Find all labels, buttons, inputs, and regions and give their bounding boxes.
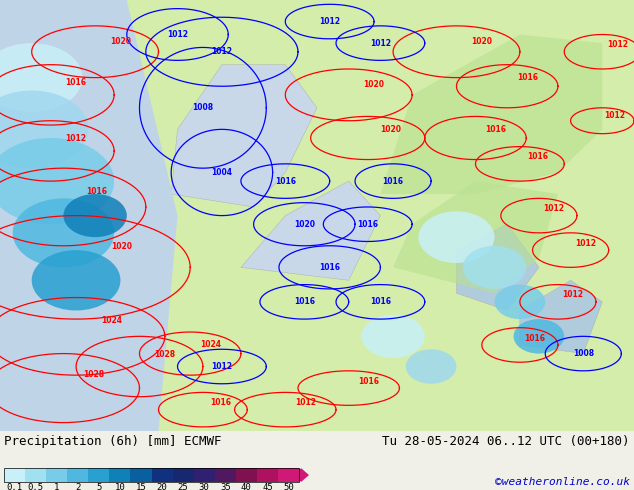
Text: 1016: 1016	[527, 152, 548, 162]
Circle shape	[418, 211, 495, 263]
Bar	[257, 468, 278, 482]
Text: 1016: 1016	[382, 176, 404, 186]
Text: 1012: 1012	[607, 40, 628, 49]
Text: 10: 10	[115, 483, 126, 490]
Bar	[278, 468, 299, 482]
Polygon shape	[456, 224, 539, 311]
Circle shape	[495, 285, 545, 319]
Bar	[172, 468, 193, 482]
Circle shape	[514, 319, 564, 354]
Circle shape	[13, 198, 114, 268]
Text: 45: 45	[262, 483, 273, 490]
Bar	[131, 468, 152, 482]
Text: 1012: 1012	[211, 362, 233, 371]
Text: 5: 5	[96, 483, 101, 490]
Text: 1016: 1016	[319, 263, 340, 272]
Polygon shape	[393, 181, 558, 293]
Text: 1020: 1020	[111, 242, 133, 251]
Text: 30: 30	[199, 483, 210, 490]
Text: 1020: 1020	[110, 37, 131, 46]
Text: Precipitation (6h) [mm] ECMWF: Precipitation (6h) [mm] ECMWF	[4, 435, 221, 448]
Text: 2: 2	[75, 483, 81, 490]
Text: 1016: 1016	[86, 187, 107, 196]
Text: 1016: 1016	[370, 297, 391, 306]
Text: 25: 25	[178, 483, 188, 490]
Circle shape	[361, 315, 425, 358]
Text: 1016: 1016	[517, 73, 538, 82]
Text: 1008: 1008	[573, 349, 594, 358]
FancyArrow shape	[299, 468, 309, 482]
Text: 1012: 1012	[295, 398, 316, 407]
Text: 1008: 1008	[192, 103, 214, 112]
Circle shape	[0, 91, 89, 168]
Text: 35: 35	[220, 483, 231, 490]
Text: 1012: 1012	[562, 291, 584, 299]
Text: 1020: 1020	[380, 125, 401, 134]
Polygon shape	[0, 0, 178, 431]
Text: 1020: 1020	[363, 80, 385, 89]
Polygon shape	[0, 0, 634, 431]
Text: 0.5: 0.5	[27, 483, 44, 490]
Text: 1012: 1012	[167, 30, 188, 39]
Text: 50: 50	[283, 483, 294, 490]
Text: 1012: 1012	[319, 17, 340, 26]
Circle shape	[463, 246, 526, 289]
Bar	[67, 468, 88, 482]
Polygon shape	[241, 181, 380, 280]
Text: 1: 1	[54, 483, 60, 490]
Bar	[215, 468, 236, 482]
Polygon shape	[380, 34, 602, 194]
Bar	[109, 468, 131, 482]
Bar	[152, 468, 172, 482]
Text: 0.1: 0.1	[6, 483, 23, 490]
Circle shape	[0, 43, 82, 112]
Text: 1016: 1016	[294, 297, 315, 306]
Text: 20: 20	[157, 483, 167, 490]
Circle shape	[0, 138, 114, 224]
Text: 1012: 1012	[370, 39, 391, 48]
Text: 1028: 1028	[83, 370, 105, 379]
Text: Tu 28-05-2024 06..12 UTC (00+180): Tu 28-05-2024 06..12 UTC (00+180)	[382, 435, 630, 448]
Text: 1012: 1012	[575, 239, 597, 248]
Text: 1028: 1028	[154, 350, 176, 359]
Text: ©weatheronline.co.uk: ©weatheronline.co.uk	[495, 477, 630, 487]
Text: 15: 15	[136, 483, 146, 490]
Text: 1024: 1024	[101, 317, 122, 325]
Text: 1016: 1016	[524, 334, 546, 343]
Text: 1016: 1016	[275, 176, 296, 186]
Text: 1004: 1004	[211, 168, 233, 177]
Text: 1012: 1012	[211, 47, 233, 56]
Text: 1016: 1016	[358, 377, 380, 386]
Text: 1016: 1016	[65, 78, 87, 87]
Text: 1012: 1012	[543, 204, 565, 213]
Bar	[4, 468, 299, 482]
Text: 1024: 1024	[200, 341, 221, 349]
Bar	[46, 468, 67, 482]
Text: 40: 40	[241, 483, 252, 490]
Polygon shape	[171, 65, 317, 207]
Polygon shape	[520, 280, 602, 354]
Text: 1020: 1020	[294, 220, 315, 229]
Bar	[88, 468, 109, 482]
Circle shape	[406, 349, 456, 384]
Bar	[193, 468, 215, 482]
Bar	[25, 468, 46, 482]
Text: 1012: 1012	[604, 111, 626, 120]
Bar	[4, 468, 25, 482]
Text: 1016: 1016	[357, 220, 378, 229]
Circle shape	[32, 250, 120, 311]
Circle shape	[63, 194, 127, 237]
Bar	[236, 468, 257, 482]
Text: 1016: 1016	[210, 398, 231, 407]
Text: 1012: 1012	[65, 134, 87, 144]
Text: 1020: 1020	[471, 37, 493, 46]
Text: 1016: 1016	[485, 125, 507, 134]
